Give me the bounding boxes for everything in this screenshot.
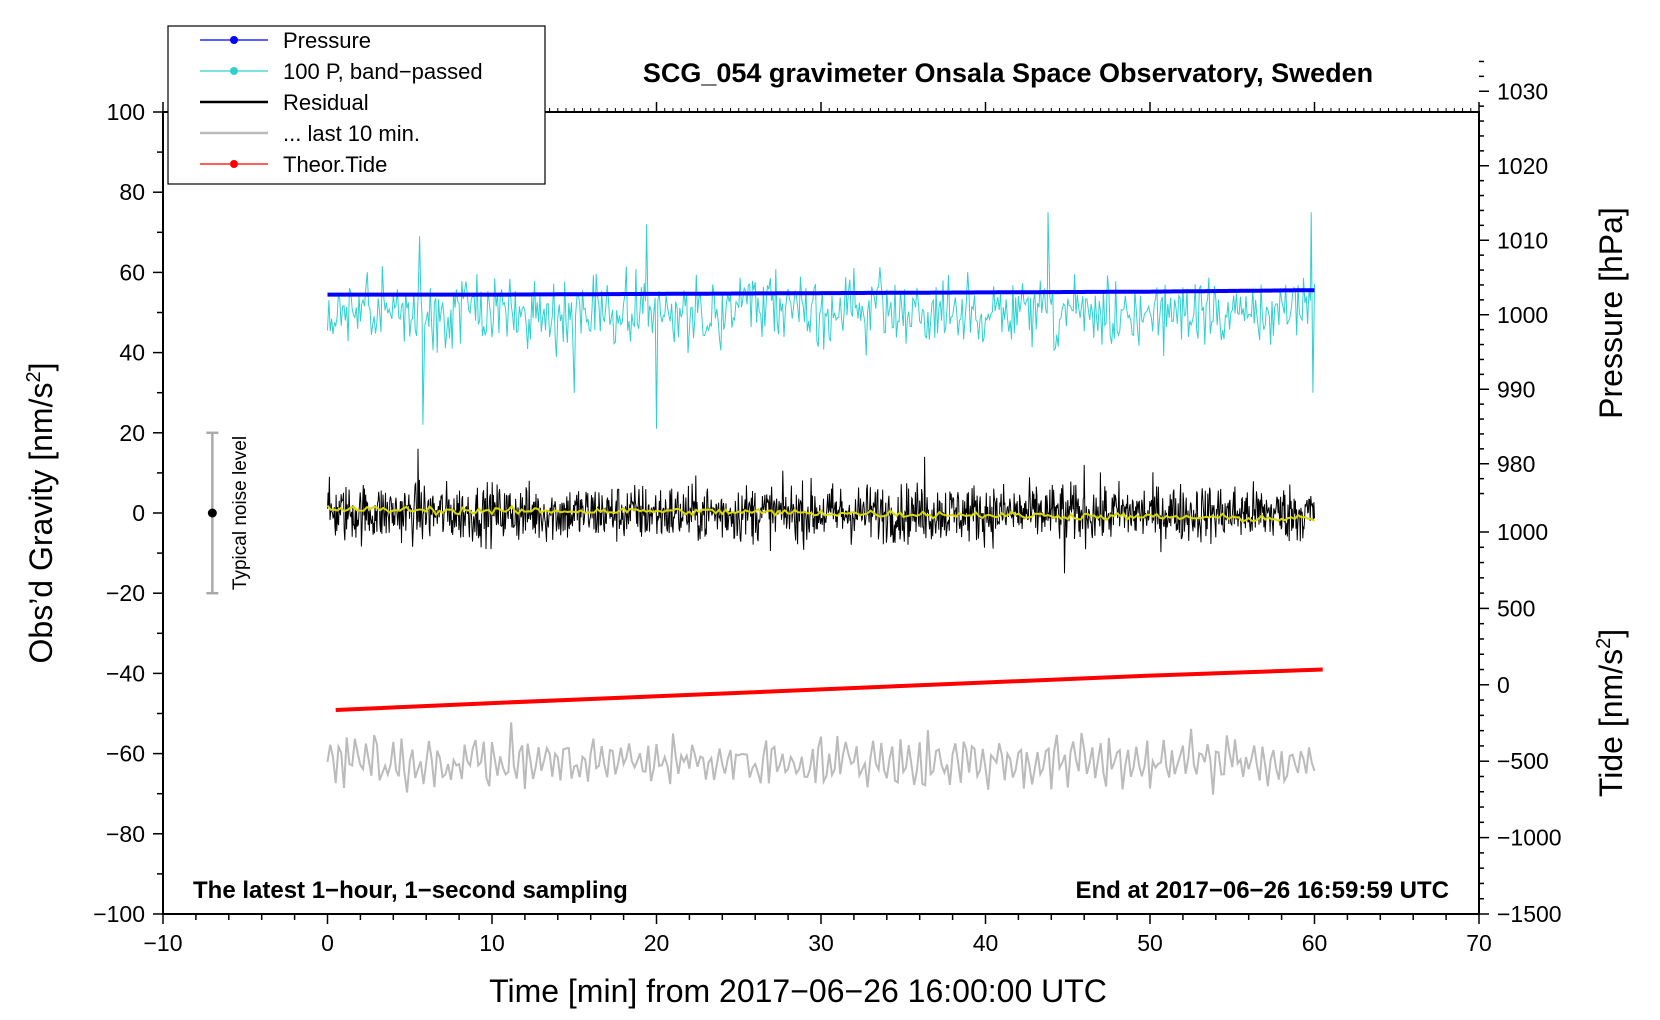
- noise-level-label: Typical noise level: [230, 436, 251, 590]
- annotation-sampling: The latest 1−hour, 1−second sampling: [193, 877, 628, 904]
- series-line-last-10-min: [326, 722, 1316, 795]
- x-tick-label: 70: [1466, 930, 1492, 956]
- y-tick-label: 0: [132, 500, 145, 526]
- tide-tick-label: −1500: [1497, 901, 1562, 927]
- x-axis-label: Time [min] from 2017−06−26 16:00:00 UTC: [489, 973, 1107, 1009]
- y-tick-label: −100: [93, 901, 145, 927]
- tide-tick-label: 1000: [1497, 519, 1548, 545]
- x-tick-label: 50: [1137, 930, 1163, 956]
- pressure-tick-label: 1010: [1497, 227, 1548, 253]
- x-tick-label: 10: [479, 930, 505, 956]
- tide-tick-label: −500: [1497, 748, 1549, 774]
- legend-label: Theor.Tide: [283, 152, 387, 177]
- pressure-tick-label: 1030: [1497, 78, 1548, 104]
- tide-tick-label: 0: [1497, 672, 1510, 698]
- tide-tick-label: 500: [1497, 595, 1535, 621]
- legend-swatch-marker: [230, 36, 238, 44]
- chart-title: SCG_054 gravimeter Onsala Space Observat…: [643, 58, 1373, 88]
- y-tick-label: 60: [119, 259, 145, 285]
- y-tick-label: 80: [119, 179, 145, 205]
- y-axis-label-gravity: Obs’d Gravity [nm/s2]: [23, 363, 59, 664]
- legend-swatch-marker: [230, 160, 238, 168]
- legend: Pressure 100 P, band−passed Residual ... la…: [167, 25, 546, 185]
- y-axis-label-tide-main: Tide [nm/s: [1593, 649, 1629, 797]
- x-tick-label: 40: [973, 930, 999, 956]
- tide-tick-label: −1000: [1497, 825, 1562, 851]
- legend-item: Theor.Tide: [200, 152, 387, 177]
- y-axis-label-gravity-superscript: 2: [23, 371, 45, 382]
- y-tick-label: 100: [107, 99, 145, 125]
- y-axis-label-tide: Tide [nm/s2]: [1593, 629, 1629, 797]
- y-tick-label: −40: [106, 660, 145, 686]
- legend-label: Pressure: [283, 28, 371, 53]
- y-axis-label-gravity-main: Obs’d Gravity [nm/s: [23, 383, 59, 664]
- y-tick-label: 20: [119, 420, 145, 446]
- series-line-theor-tide: [335, 667, 1323, 712]
- y-tick-label: 40: [119, 340, 145, 366]
- legend-label: Residual: [283, 90, 369, 115]
- pressure-tick-label: 1020: [1497, 153, 1548, 179]
- pressure-tick-label: 1000: [1497, 302, 1548, 328]
- y-tick-label: −20: [106, 580, 145, 606]
- annotation-end-time: End at 2017−06−26 16:59:59 UTC: [1075, 877, 1449, 904]
- x-tick-label: −10: [143, 930, 182, 956]
- x-tick-label: 0: [321, 930, 334, 956]
- x-tick-label: 20: [644, 930, 670, 956]
- pressure-tick-label: 990: [1497, 376, 1535, 402]
- series-line-residual: [327, 448, 1315, 574]
- x-tick-label: 60: [1302, 930, 1328, 956]
- noise-bar-center: [207, 508, 217, 518]
- series-line-residual-smoothed: [326, 504, 1316, 523]
- legend-label: 100 P, band−passed: [283, 59, 483, 84]
- series-line-pressure: [327, 288, 1315, 297]
- legend-item: 100 P, band−passed: [200, 59, 483, 84]
- noise-level-indicator: Typical noise level: [206, 431, 251, 595]
- y-tick-label: −80: [106, 821, 145, 847]
- tick-layer: −10 0 10 20 30 40 50 60 70−100−80−60−40−20020406…: [93, 60, 1562, 956]
- y-axis-label-tide-superscript: 2: [1593, 638, 1615, 649]
- legend-box: [167, 25, 546, 185]
- data-layer: [326, 212, 1323, 795]
- legend-item: Pressure: [200, 28, 371, 53]
- series-line-band-passed: [327, 212, 1315, 429]
- legend-item: ... last 10 min.: [200, 121, 420, 146]
- y-tick-label: −60: [106, 741, 145, 767]
- y-axis-label-pressure: Pressure [hPa]: [1593, 207, 1629, 419]
- pressure-tick-label: 980: [1497, 451, 1535, 477]
- legend-label: ... last 10 min.: [283, 121, 420, 146]
- legend-item: Residual: [200, 90, 369, 115]
- y-axis-label-gravity-close: ]: [23, 363, 59, 372]
- y-axis-label-tide-close: ]: [1593, 629, 1629, 638]
- x-tick-label: 30: [808, 930, 834, 956]
- legend-swatch-marker: [230, 67, 238, 75]
- legend-entries: Pressure 100 P, band−passed Residual ... la…: [200, 28, 483, 177]
